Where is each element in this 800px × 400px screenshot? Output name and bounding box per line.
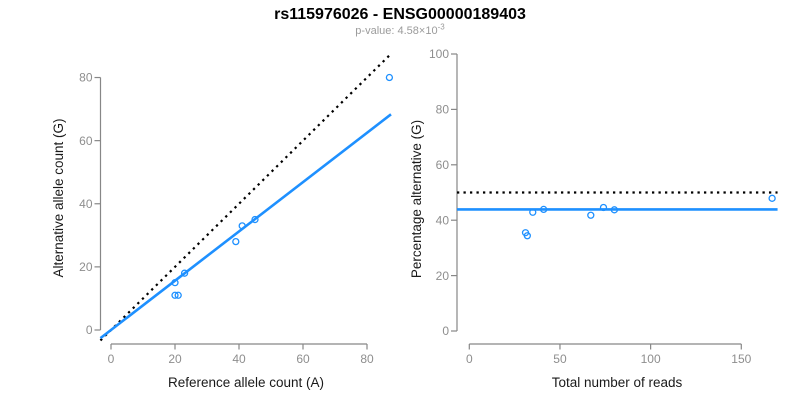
plot-title: rs115976026 - ENSG00000189403: [274, 6, 526, 23]
data-point: [232, 237, 240, 246]
data-point: [171, 279, 179, 287]
x-tick-label: 50: [553, 352, 567, 366]
data-point: [768, 194, 776, 202]
right-panel: 0 50 100 150 0 20 40 60 80 100: [429, 47, 778, 366]
data-point: [385, 73, 394, 82]
x-tick-label: 0: [108, 352, 115, 366]
y-tick-label: 80: [436, 103, 450, 117]
y-tick-label: 60: [436, 158, 450, 172]
data-point: [171, 291, 179, 299]
data-point: [529, 208, 537, 216]
y-tick-label: 40: [436, 213, 450, 227]
right-xaxis-title: Total number of reads: [552, 375, 683, 390]
x-tick-label: 0: [466, 352, 473, 366]
data-point: [599, 203, 608, 212]
data-point: [610, 206, 619, 214]
right-yaxis-title: Percentage alternative (G): [409, 120, 424, 278]
data-point: [539, 205, 548, 214]
x-tick-label: 40: [232, 352, 246, 366]
x-tick-label: 60: [296, 352, 310, 366]
y-tick-label: 80: [79, 71, 93, 85]
data-point: [174, 291, 182, 299]
p-value-mantissa: 4.58×10: [397, 25, 438, 37]
data-point: [238, 222, 246, 230]
y-tick-label: 60: [79, 134, 93, 148]
y-tick-label: 100: [429, 47, 449, 61]
data-point: [587, 211, 595, 219]
x-tick-label: 150: [731, 352, 751, 366]
left-xaxis-title: Reference allele count (A): [168, 375, 324, 390]
y-tick-label: 40: [79, 197, 93, 211]
p-value-label: p-value:: [355, 25, 395, 37]
x-tick-label: 100: [641, 352, 661, 366]
data-point: [180, 269, 189, 277]
identity-line: [99, 54, 391, 342]
x-tick-label: 20: [168, 352, 182, 366]
left-panel: 0 20 40 60 80 0 20 40 60 80: [79, 54, 394, 366]
data-point: [251, 215, 259, 224]
y-tick-label: 0: [442, 324, 449, 338]
y-tick-label: 20: [436, 269, 450, 283]
plot-subtitle: p-value: 4.58×10-3: [0, 22, 800, 37]
y-tick-label: 20: [79, 260, 93, 274]
p-value-exponent: -3: [437, 22, 445, 32]
data-point: [523, 232, 531, 240]
x-tick-label: 80: [360, 352, 374, 366]
left-yaxis-title: Alternative allele count (G): [51, 118, 66, 277]
y-tick-label: 0: [86, 323, 93, 337]
